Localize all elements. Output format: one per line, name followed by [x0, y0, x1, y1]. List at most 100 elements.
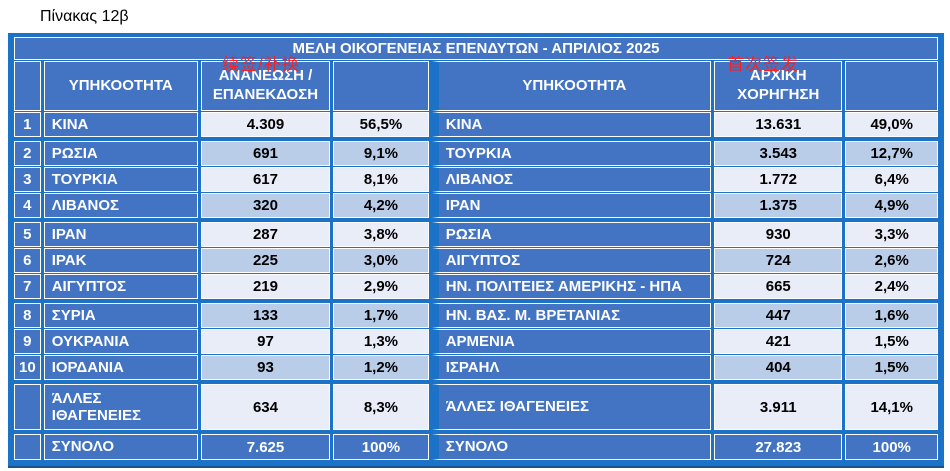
- nationality-left-cell: ΙΡΑΝ: [43, 222, 198, 247]
- renewal-percent-cell: 56,5%: [333, 112, 429, 137]
- initial-percent-cell: 12,7%: [845, 141, 938, 166]
- nationality-stats-table: ΜΕΛΗ ΟΙΚΟΓΕΝΕΙΑΣ ΕΠΕΝΔΥΤΩΝ - ΑΠΡΙΛΙΟΣ 20…: [11, 36, 941, 461]
- initial-percent-cell: 3,3%: [845, 222, 938, 247]
- table-row: 7 ΑΙΓΥΠΤΟΣ 219 2,9% ΗΝ. ΠΟΛΙΤΕΙΕΣ ΑΜΕΡΙΚ…: [14, 274, 938, 299]
- nationality-right-header: ΥΠΗΚΟΟΤΗΤΑ: [431, 61, 712, 111]
- renewal-count-cell: 617: [200, 167, 331, 192]
- renewal-total-cell: 7.625: [200, 434, 331, 460]
- initial-count-cell: 3.911: [714, 384, 843, 430]
- nationality-left-cell: ΣΥΡΙΑ: [43, 303, 198, 328]
- initial-percent-cell: 14,1%: [845, 384, 938, 430]
- initial-count-cell: 3.543: [714, 141, 843, 166]
- renewal-count-cell: 634: [200, 384, 331, 430]
- nationality-right-cell: ΙΣΡΑΗΛ: [431, 355, 712, 380]
- rank-cell: [14, 434, 41, 460]
- nationality-right-cell: ΡΩΣΙΑ: [431, 222, 712, 247]
- initial-grant-header: ΑΡΧΙΚΗ ΧΟΡΗΓΗΣΗ: [714, 61, 843, 111]
- rank-cell: 5: [14, 222, 41, 247]
- initial-percent-cell: 1,5%: [845, 355, 938, 380]
- initial-count-cell: 930: [714, 222, 843, 247]
- total-label-left: ΣΥΝΟΛΟ: [43, 434, 198, 460]
- nationality-right-cell: ΙΡΑΝ: [431, 193, 712, 218]
- nationality-left-cell: ΡΩΣΙΑ: [43, 141, 198, 166]
- nationality-right-cell: ΚΙΝΑ: [431, 112, 712, 137]
- initial-percent-cell: 1,6%: [845, 303, 938, 328]
- rank-cell: 8: [14, 303, 41, 328]
- table-row: 8 ΣΥΡΙΑ 133 1,7% ΗΝ. ΒΑΣ. Μ. ΒΡΕΤΑΝΙΑΣ 4…: [14, 303, 938, 328]
- renewal-percent-cell: 3,0%: [333, 248, 429, 273]
- total-label-right: ΣΥΝΟΛΟ: [431, 434, 712, 460]
- initial-count-cell: 1.375: [714, 193, 843, 218]
- table-row: 2 ΡΩΣΙΑ 691 9,1% ΤΟΥΡΚΙΑ 3.543 12,7%: [14, 141, 938, 166]
- initial-count-cell: 421: [714, 329, 843, 354]
- initial-percent-cell: 49,0%: [845, 112, 938, 137]
- initial-percent-cell: 1,5%: [845, 329, 938, 354]
- group-divider: [14, 300, 938, 302]
- initial-count-cell: 1.772: [714, 167, 843, 192]
- nationality-left-header: ΥΠΗΚΟΟΤΗΤΑ: [43, 61, 198, 111]
- nationality-right-cell: ΆΛΛΕΣ ΙΘΑΓΕΝΕΙΕΣ: [431, 384, 712, 430]
- rank-cell: 6: [14, 248, 41, 273]
- renewal-percent-cell: 8,1%: [333, 167, 429, 192]
- nationality-left-cell: ΚΙΝΑ: [43, 112, 198, 137]
- investor-family-table: ΜΕΛΗ ΟΙΚΟΓΕΝΕΙΑΣ ΕΠΕΝΔΥΤΩΝ - ΑΠΡΙΛΙΟΣ 20…: [8, 33, 944, 466]
- table-row: 9 ΟΥΚΡΑΝΙΑ 97 1,3% ΑΡΜΕΝΙΑ 421 1,5%: [14, 329, 938, 354]
- renewal-count-cell: 97: [200, 329, 331, 354]
- rank-cell: [14, 384, 41, 430]
- nationality-right-cell: ΑΡΜΕΝΙΑ: [431, 329, 712, 354]
- renewal-count-cell: 93: [200, 355, 331, 380]
- rank-cell: 1: [14, 112, 41, 137]
- rank-col-header: [14, 61, 41, 111]
- renewal-percent-cell: 3,8%: [333, 222, 429, 247]
- group-divider: [14, 431, 938, 433]
- rank-cell: 7: [14, 274, 41, 299]
- renewal-reissue-header: ΑΝΑΝΕΩΣΗ / ΕΠΑΝΕΚΔΟΣΗ: [200, 61, 331, 111]
- renewal-count-cell: 320: [200, 193, 331, 218]
- renewal-percent-cell: 4,2%: [333, 193, 429, 218]
- nationality-left-cell: ΙΡΑΚ: [43, 248, 198, 273]
- total-row: ΣΥΝΟΛΟ 7.625 100% ΣΥΝΟΛΟ 27.823 100%: [14, 434, 938, 460]
- initial-percent-cell: 2,6%: [845, 248, 938, 273]
- rank-cell: 4: [14, 193, 41, 218]
- group-divider: [14, 219, 938, 221]
- annotation-renewal-chinese: 续签/补换: [222, 55, 300, 74]
- annotation-initial-chinese: 首次签发: [727, 55, 799, 74]
- table-row-other-nationalities: ΆΛΛΕΣ ΙΘΑΓΕΝΕΙΕΣ 634 8,3% ΆΛΛΕΣ ΙΘΑΓΕΝΕΙ…: [14, 384, 938, 430]
- renewal-count-cell: 133: [200, 303, 331, 328]
- nationality-right-cell: ΤΟΥΡΚΙΑ: [431, 141, 712, 166]
- percent-right-header: [845, 61, 938, 111]
- nationality-left-cell: ΟΥΚΡΑΝΙΑ: [43, 329, 198, 354]
- rank-cell: 2: [14, 141, 41, 166]
- rank-cell: 3: [14, 167, 41, 192]
- nationality-right-cell: ΗΝ. ΒΑΣ. Μ. ΒΡΕΤΑΝΙΑΣ: [431, 303, 712, 328]
- nationality-right-cell: ΗΝ. ΠΟΛΙΤΕΙΕΣ ΑΜΕΡΙΚΗΣ - ΗΠΑ: [431, 274, 712, 299]
- nationality-left-cell: ΙΟΡΔΑΝΙΑ: [43, 355, 198, 380]
- nationality-left-cell: ΤΟΥΡΚΙΑ: [43, 167, 198, 192]
- table-row: 3 ΤΟΥΡΚΙΑ 617 8,1% ΛΙΒΑΝΟΣ 1.772 6,4%: [14, 167, 938, 192]
- initial-count-cell: 13.631: [714, 112, 843, 137]
- renewal-percent-cell: 1,7%: [333, 303, 429, 328]
- renewal-total-percent-cell: 100%: [333, 434, 429, 460]
- nationality-left-cell: ΆΛΛΕΣ ΙΘΑΓΕΝΕΙΕΣ: [43, 384, 198, 430]
- header-row: ΥΠΗΚΟΟΤΗΤΑ ΑΝΑΝΕΩΣΗ / ΕΠΑΝΕΚΔΟΣΗ ΥΠΗΚΟΟΤ…: [14, 61, 938, 111]
- nationality-left-cell: ΑΙΓΥΠΤΟΣ: [43, 274, 198, 299]
- renewal-percent-cell: 9,1%: [333, 141, 429, 166]
- percent-left-header: [333, 61, 429, 111]
- initial-count-cell: 404: [714, 355, 843, 380]
- nationality-left-cell: ΛΙΒΑΝΟΣ: [43, 193, 198, 218]
- table-row: 10 ΙΟΡΔΑΝΙΑ 93 1,2% ΙΣΡΑΗΛ 404 1,5%: [14, 355, 938, 380]
- renewal-count-cell: 691: [200, 141, 331, 166]
- table-row: 5 ΙΡΑΝ 287 3,8% ΡΩΣΙΑ 930 3,3%: [14, 222, 938, 247]
- initial-percent-cell: 2,4%: [845, 274, 938, 299]
- initial-count-cell: 447: [714, 303, 843, 328]
- nationality-right-cell: ΑΙΓΥΠΤΟΣ: [431, 248, 712, 273]
- table-row: 4 ΛΙΒΑΝΟΣ 320 4,2% ΙΡΑΝ 1.375 4,9%: [14, 193, 938, 218]
- table-row: 6 ΙΡΑΚ 225 3,0% ΑΙΓΥΠΤΟΣ 724 2,6%: [14, 248, 938, 273]
- initial-total-cell: 27.823: [714, 434, 843, 460]
- initial-count-cell: 665: [714, 274, 843, 299]
- rank-cell: 10: [14, 355, 41, 380]
- group-divider: [14, 138, 938, 140]
- initial-percent-cell: 4,9%: [845, 193, 938, 218]
- rank-cell: 9: [14, 329, 41, 354]
- renewal-percent-cell: 2,9%: [333, 274, 429, 299]
